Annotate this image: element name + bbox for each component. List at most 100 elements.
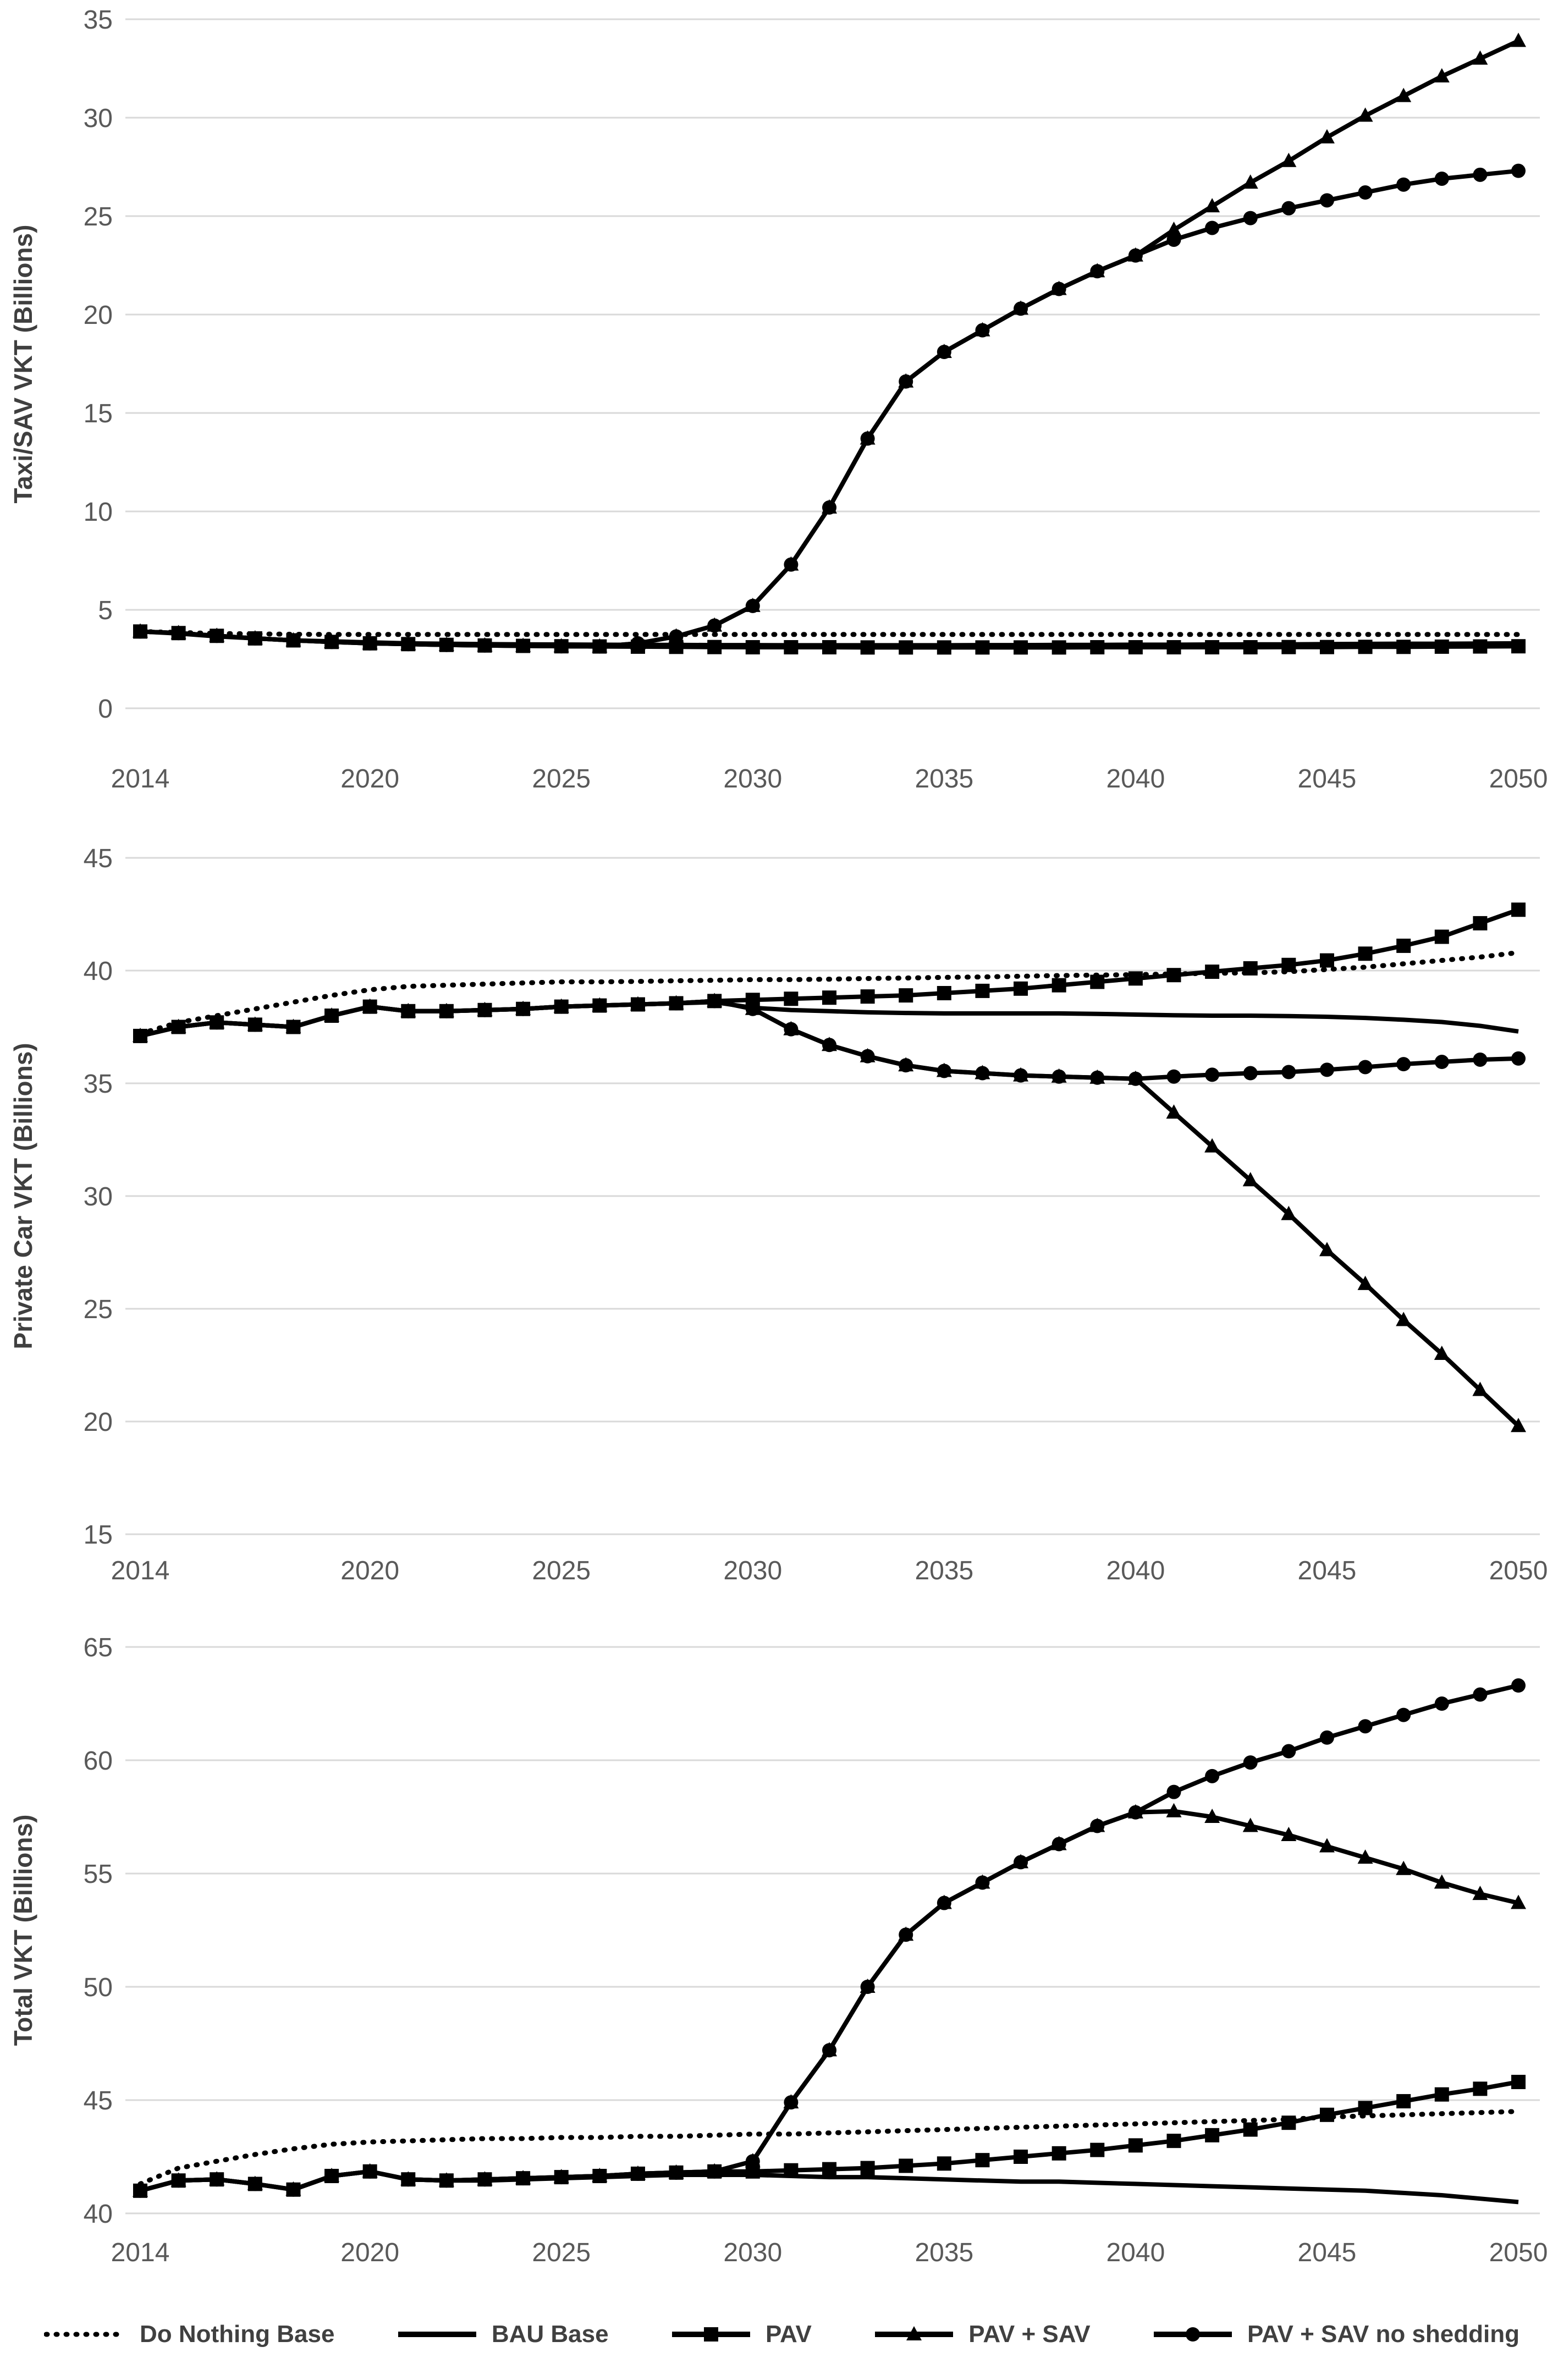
y-tick-label: 20: [84, 301, 113, 330]
x-tick-label: 2045: [1298, 2238, 1357, 2267]
square-marker-line-sample-icon: [671, 2327, 750, 2342]
legend-label-pav-sav: PAV + SAV: [968, 2321, 1091, 2348]
legend-item-bau-base: BAU Base: [396, 2321, 609, 2348]
y-tick-labels: 0 5 10 15 20 25 30 35: [84, 5, 113, 724]
y-tick-label: 45: [84, 2086, 113, 2115]
y-tick-label: 30: [84, 104, 113, 133]
x-tick-label: 2020: [340, 1556, 399, 1585]
series-do-nothing-base: [137, 2109, 1521, 2186]
legend-item-pav-sav-no-shedding: PAV + SAV no shedding: [1152, 2321, 1520, 2348]
x-tick-label: 2040: [1106, 2238, 1165, 2267]
y-tick-label: 60: [84, 1747, 113, 1776]
series-do-nothing-base: [137, 629, 1521, 637]
series-markers: [133, 902, 1526, 1043]
y-tick-label: 15: [84, 1520, 113, 1550]
y-tick-label: 20: [84, 1408, 113, 1437]
x-tick-label: 2030: [723, 764, 782, 794]
x-tick-label: 2045: [1298, 1556, 1357, 1585]
series-line: [137, 629, 1521, 637]
series-markers: [133, 2075, 1526, 2198]
y-tick-label: 65: [84, 1633, 113, 1662]
series-markers: [133, 1803, 1526, 2197]
legend-item-do-nothing-base: Do Nothing Base: [44, 2321, 334, 2348]
x-tick-labels: 2014 2020 2025 2030 2035 2040 2045 2050: [111, 2238, 1548, 2267]
y-tick-label: 10: [84, 498, 113, 527]
x-tick-label: 2025: [532, 764, 591, 794]
x-tick-label: 2050: [1489, 1556, 1548, 1585]
legend-item-pav: PAV: [670, 2321, 812, 2348]
gridlines: [125, 1646, 1540, 2214]
series-pav-sav-no-shedding: [133, 1678, 1526, 2198]
x-tick-label: 2050: [1489, 2238, 1548, 2267]
series-markers: [133, 32, 1526, 653]
dotted-line-sample-icon: [44, 2332, 126, 2337]
y-axis-title: Total VKT (Billions): [9, 1815, 37, 2046]
series-pav-sav: [133, 1803, 1526, 2197]
y-tick-label: 25: [84, 202, 113, 232]
y-tick-label: 35: [84, 5, 113, 35]
series-line: [137, 950, 1521, 1037]
legend: Do Nothing Base BAU Base PAV PAV + SAV P…: [0, 2299, 1558, 2380]
x-tick-label: 2035: [915, 2238, 973, 2267]
series-markers: [133, 163, 1526, 654]
x-tick-label: 2030: [723, 2238, 782, 2267]
x-tick-label: 2020: [340, 2238, 399, 2267]
x-tick-label: 2040: [1106, 1556, 1165, 1585]
y-tick-label: 50: [84, 1973, 113, 2002]
series-pav: [133, 2075, 1526, 2198]
x-tick-label: 2040: [1106, 764, 1165, 794]
series-line: [140, 1000, 1519, 1038]
series-pav: [133, 902, 1526, 1043]
y-tick-label: 55: [84, 1860, 113, 1889]
gridlines: [125, 857, 1540, 1535]
y-tick-label: 35: [84, 1070, 113, 1099]
legend-item-pav-sav: PAV + SAV: [873, 2321, 1091, 2348]
chart-total-vkt: 40 45 50 55 60 65 2014 2020 2025 2030 2035 2040 2045…: [0, 1595, 1558, 2299]
series-pav-sav-no-shedding: [133, 163, 1526, 654]
x-tick-label: 2025: [532, 1556, 591, 1585]
solid-line-sample-icon: [398, 2332, 476, 2337]
y-tick-label: 30: [84, 1182, 113, 1211]
triangle-marker-line-sample-icon: [875, 2326, 954, 2340]
x-tick-label: 2014: [111, 2238, 170, 2267]
series-pav-sav: [133, 32, 1526, 653]
circle-marker-line-sample-icon: [1153, 2327, 1232, 2342]
x-tick-labels: 2014 2020 2025 2030 2035 2040 2045 2050: [111, 1556, 1548, 1585]
series-do-nothing-base: [137, 950, 1521, 1037]
x-tick-label: 2035: [915, 764, 973, 794]
y-tick-labels: 40 45 50 55 60 65: [84, 1633, 113, 2229]
legend-label-do-nothing-base: Do Nothing Base: [140, 2321, 335, 2348]
series-line: [140, 999, 1520, 1428]
x-tick-label: 2014: [111, 764, 170, 794]
y-tick-label: 40: [84, 2200, 113, 2229]
chart-total-vkt-canvas: 40 45 50 55 60 65 2014 2020 2025 2030 2035 2040 2045…: [9, 1633, 1548, 2267]
legend-label-bau-base: BAU Base: [491, 2321, 609, 2348]
x-tick-label: 2014: [111, 1556, 170, 1585]
series-line: [137, 2109, 1521, 2186]
x-tick-label: 2045: [1298, 764, 1357, 794]
y-tick-label: 40: [84, 957, 113, 986]
y-tick-label: 45: [84, 844, 113, 873]
series-markers: [133, 993, 1526, 1433]
y-tick-labels: 15 20 25 30 35 40 45: [84, 844, 113, 1550]
y-tick-label: 5: [98, 596, 113, 625]
series-markers: [133, 1678, 1526, 2198]
chart-taxi-sav-vkt: 0 5 10 15 20 25 30 35 2014 2020 2025 2030 2035 2040 20…: [0, 0, 1558, 803]
series-line: [140, 168, 1519, 649]
y-tick-label: 25: [84, 1295, 113, 1324]
legend-label-pav: PAV: [765, 2321, 812, 2348]
series-bau-base: [140, 1000, 1519, 1038]
chart-private-car-vkt: 15 20 25 30 35 40 45 2014 2020 2025 2030 2035 2040 20…: [0, 803, 1558, 1595]
series-pav-sav: [133, 993, 1526, 1433]
x-tick-label: 2050: [1489, 764, 1548, 794]
y-axis-title: Taxi/SAV VKT (Billions): [9, 225, 37, 504]
x-tick-label: 2035: [915, 1556, 973, 1585]
y-axis-title: Private Car VKT (Billions): [9, 1043, 37, 1349]
y-tick-label: 0: [98, 695, 113, 724]
series-line: [140, 38, 1520, 649]
y-tick-label: 15: [84, 399, 113, 428]
